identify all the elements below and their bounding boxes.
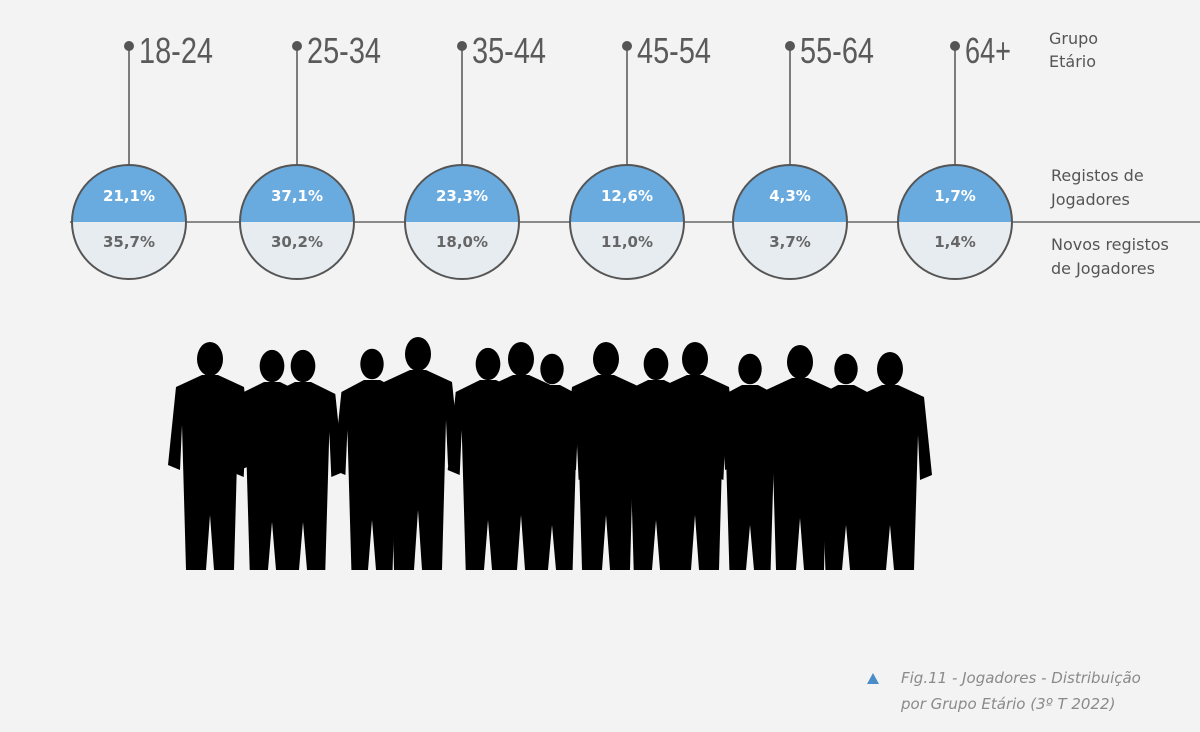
silhouette-body [262, 382, 344, 570]
silhouette-head [787, 345, 813, 379]
legend-label: de Jogadores [1051, 259, 1155, 278]
silhouette-body [848, 385, 932, 570]
registrations-value: 1,7% [934, 187, 976, 205]
legend-label: Grupo [1049, 29, 1098, 48]
circle-outline [71, 164, 187, 280]
age-group-label: 45-54 [637, 30, 711, 71]
caption-marker [867, 673, 879, 684]
circle-top [72, 165, 186, 222]
silhouette-head [682, 342, 708, 376]
legend-label: Jogadores [1050, 190, 1130, 209]
silhouette-body [376, 370, 460, 570]
circle-top [405, 165, 519, 222]
connector-dot [292, 41, 302, 51]
age-group-label: 55-64 [800, 30, 874, 71]
age-group-label: 25-34 [307, 30, 381, 71]
circle-outline [569, 164, 685, 280]
silhouette-head [259, 349, 285, 383]
circle-outline [897, 164, 1013, 280]
legend-label: Novos registos [1051, 235, 1169, 254]
silhouette-head [405, 337, 431, 371]
silhouette-head [593, 342, 619, 376]
registrations-value: 12,6% [601, 187, 653, 205]
caption: Fig.11 - Jogadores - Distribuição [901, 669, 1141, 687]
registrations-value: 21,1% [103, 187, 155, 205]
silhouette-body [168, 375, 252, 570]
crowd-silhouette [168, 337, 932, 570]
new-registrations-value: 1,4% [934, 233, 976, 251]
circle-outline [404, 164, 520, 280]
connector-dot [124, 41, 134, 51]
new-registrations-value: 18,0% [436, 233, 488, 251]
silhouette-head [834, 353, 858, 385]
new-registrations-value: 11,0% [601, 233, 653, 251]
silhouette-head [290, 349, 316, 383]
registrations-value: 23,3% [436, 187, 488, 205]
silhouette-head [360, 348, 384, 380]
silhouette-head [877, 352, 903, 386]
connector-dot [950, 41, 960, 51]
circle-top [733, 165, 847, 222]
age-group-label: 18-24 [139, 30, 213, 71]
silhouette-head [475, 347, 501, 381]
age-group-label: 64+ [965, 30, 1011, 71]
circle-outline [732, 164, 848, 280]
circle-top [898, 165, 1012, 222]
silhouette-head [540, 353, 564, 385]
silhouette-head [508, 342, 534, 376]
caption: por Grupo Etário (3º T 2022) [900, 695, 1115, 713]
silhouette-body [653, 375, 737, 570]
connector-dot [785, 41, 795, 51]
legend-label: Registos de [1051, 166, 1144, 185]
silhouette-head [197, 342, 223, 376]
silhouette-head [738, 353, 762, 385]
new-registrations-value: 35,7% [103, 233, 155, 251]
registrations-value: 4,3% [769, 187, 811, 205]
connector-dot [622, 41, 632, 51]
connector-dot [457, 41, 467, 51]
new-registrations-value: 3,7% [769, 233, 811, 251]
circle-top [240, 165, 354, 222]
circle-outline [239, 164, 355, 280]
registrations-value: 37,1% [271, 187, 323, 205]
new-registrations-value: 30,2% [271, 233, 323, 251]
age-group-label: 35-44 [472, 30, 546, 71]
silhouette-head [643, 347, 669, 381]
circle-top [570, 165, 684, 222]
legend-label: Etário [1049, 52, 1096, 71]
